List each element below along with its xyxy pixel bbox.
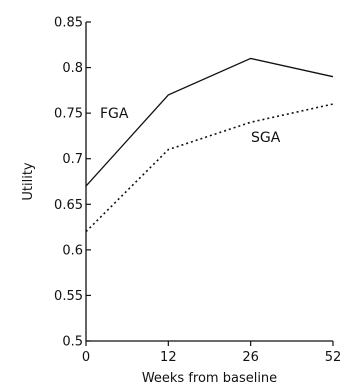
y-tick-label: 0.65: [54, 198, 83, 213]
y-tick-label: 0.55: [54, 289, 83, 304]
y-tick-label: 0.7: [62, 152, 83, 167]
x-tick-label: 12: [160, 350, 177, 365]
y-tick-label: 0.75: [54, 107, 83, 122]
series-label-fga: FGA: [100, 106, 129, 122]
series-line-sga: [85, 103, 334, 233]
y-tick-label: 0.5: [62, 335, 83, 350]
y-tick-label: 0.6: [62, 243, 83, 258]
x-tick-label: 52: [325, 350, 342, 365]
series-line-fga: [85, 57, 334, 187]
x-ticks: 0 12 26 52: [82, 341, 341, 365]
y-ticks: 0.5 0.55 0.6 0.65 0.7 0.75 0.8 0.85: [54, 16, 91, 350]
series-lines: [85, 57, 334, 233]
x-tick-label: 0: [82, 350, 90, 365]
series-labels: FGA SGA: [100, 106, 281, 146]
axes: [85, 22, 333, 342]
y-tick-label: 0.8: [62, 61, 83, 76]
series-label-sga: SGA: [251, 130, 281, 146]
x-axis-title: Weeks from baseline: [142, 371, 277, 386]
y-axis-title: Utility: [21, 162, 36, 201]
y-tick-label: 0.85: [54, 16, 83, 31]
x-tick-label: 26: [242, 350, 259, 365]
